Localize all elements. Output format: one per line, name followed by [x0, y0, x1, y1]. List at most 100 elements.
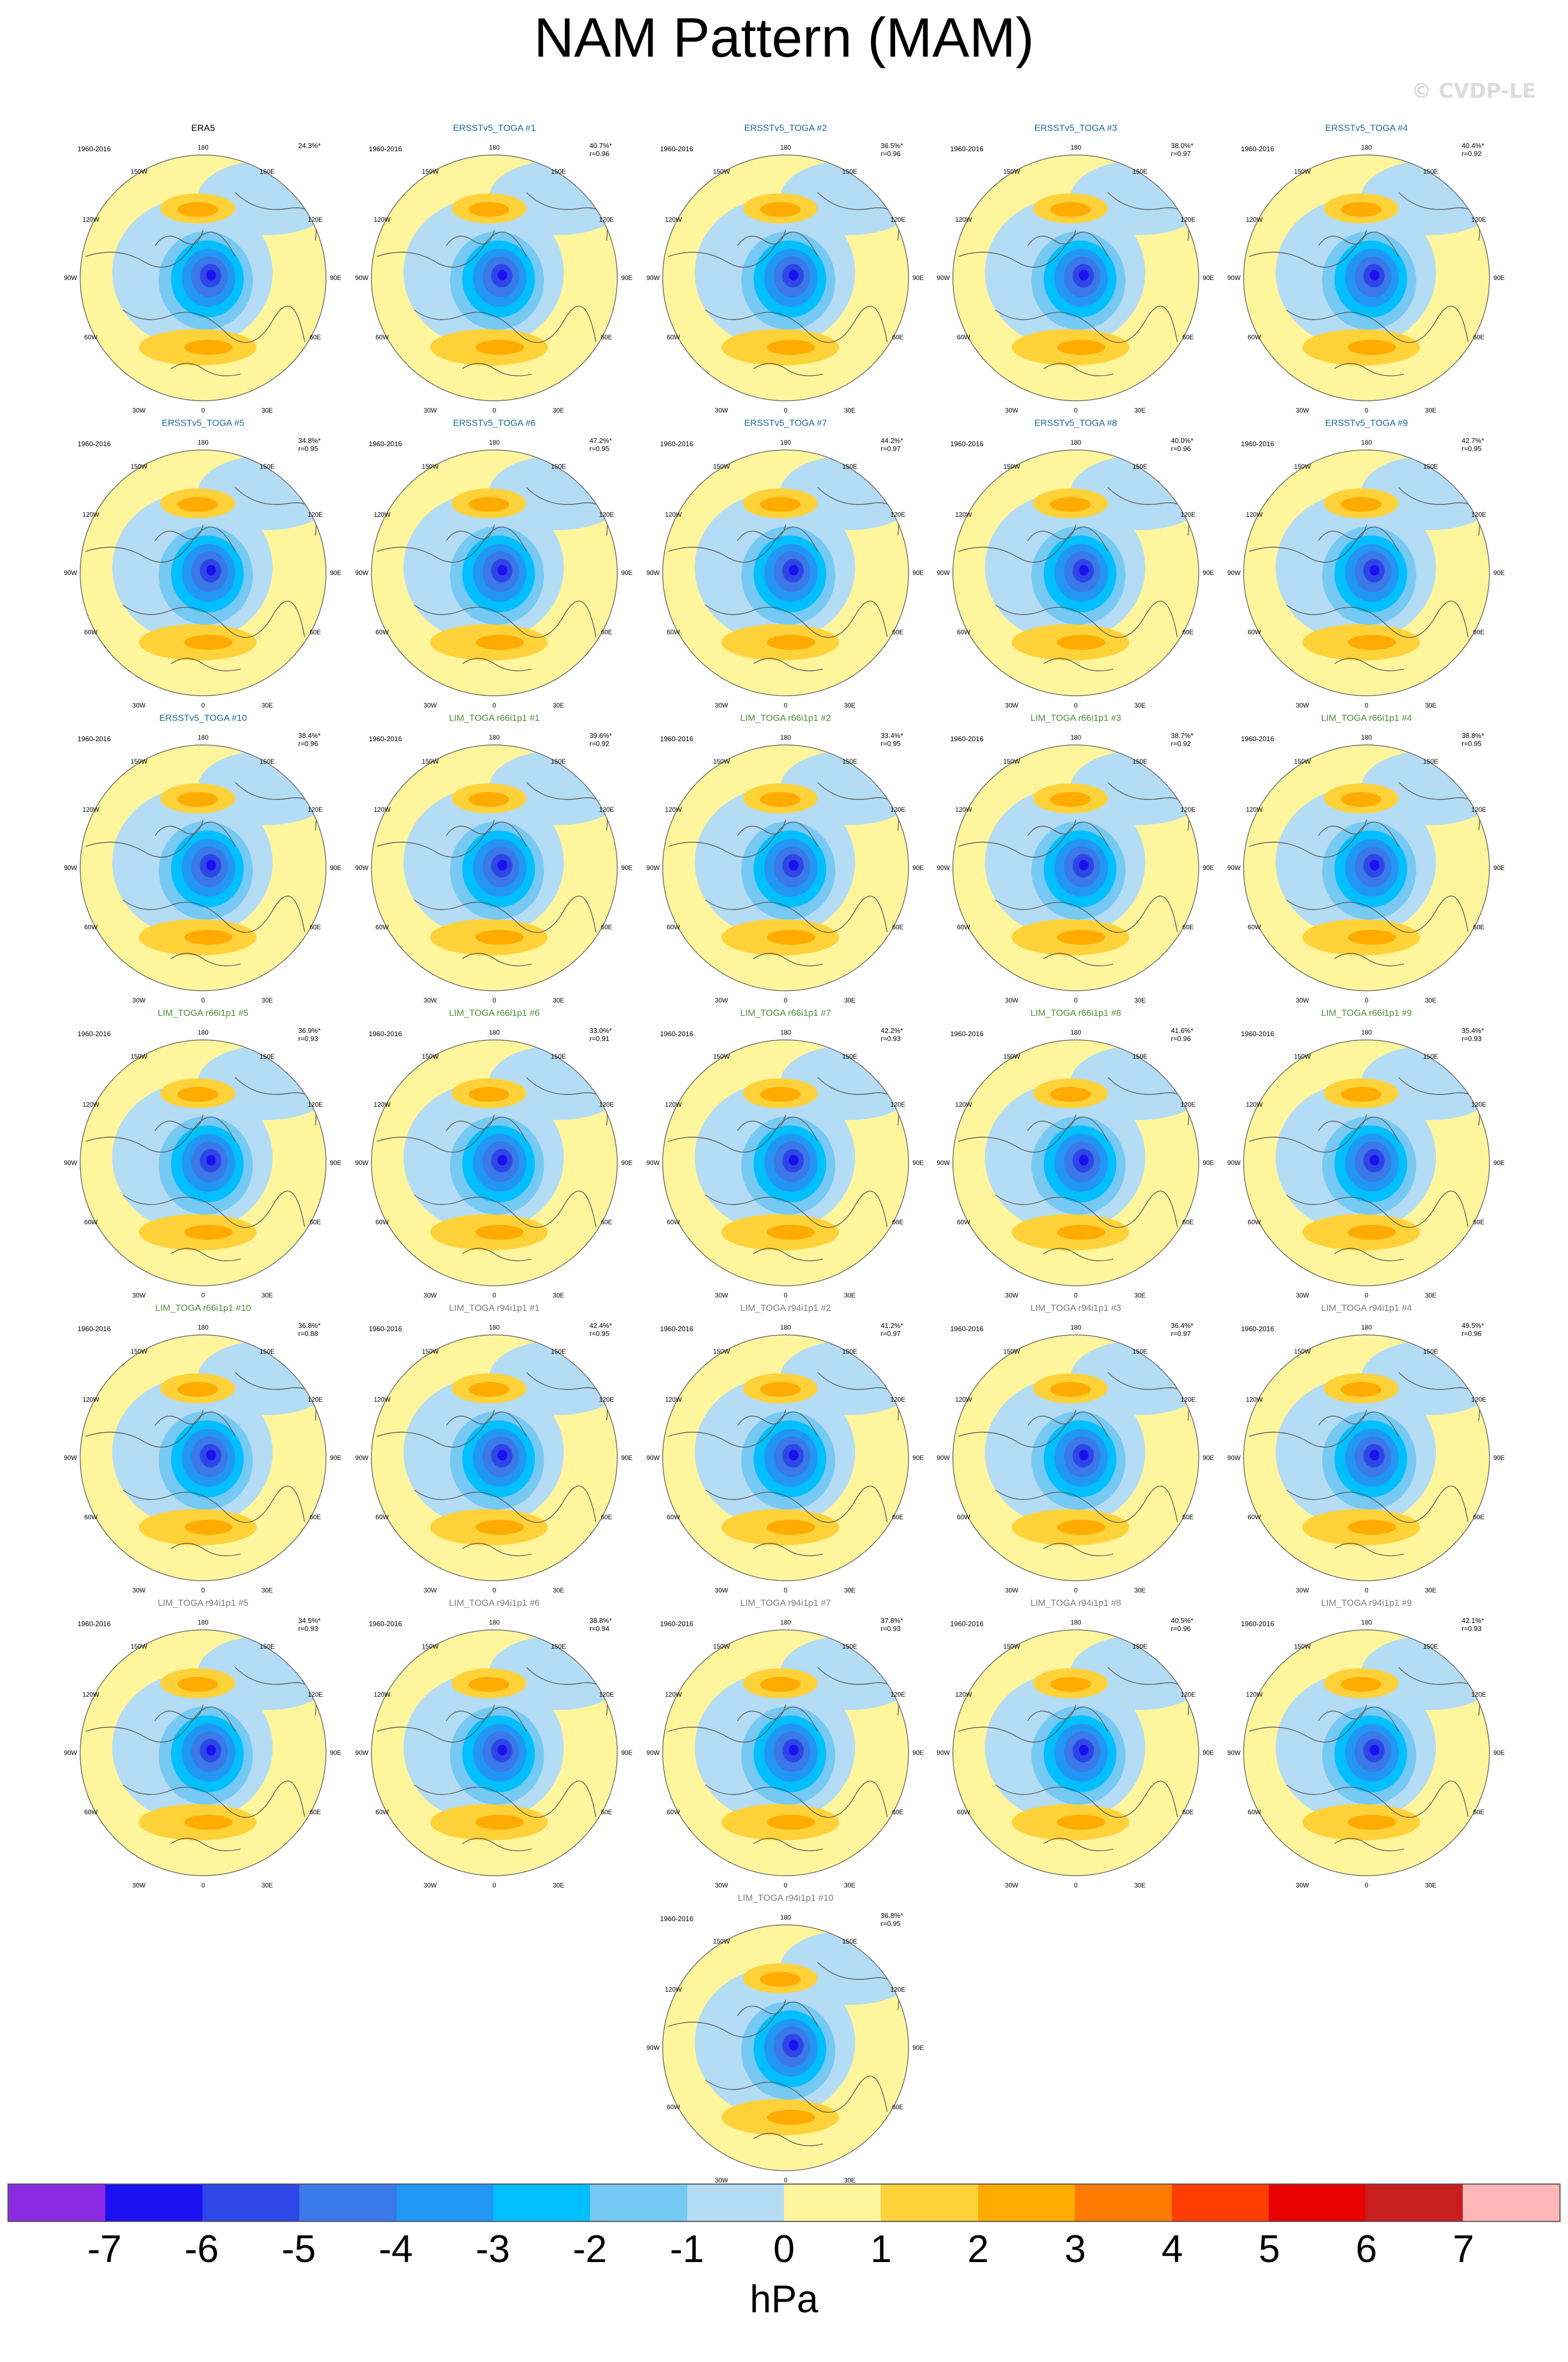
longitude-label: 60W: [1248, 923, 1261, 931]
map-field: [663, 1040, 909, 1286]
longitude-label: 30E: [1134, 407, 1145, 414]
longitude-label: 120E: [308, 1101, 323, 1108]
longitude-label: 120E: [890, 511, 905, 518]
colorbar-swatch: [9, 2185, 106, 2221]
panel-period: 1960-2016: [369, 735, 402, 743]
longitude-label: 30E: [553, 1587, 564, 1594]
longitude-label: 90E: [330, 569, 341, 577]
longitude-label: 120W: [82, 1101, 99, 1108]
longitude-label: 60E: [1473, 628, 1484, 636]
panel-title: LIM_TOGA r94i1p1 #10: [738, 1893, 833, 1903]
longitude-label: 90W: [647, 1159, 660, 1167]
map-panel: ERA5 1960-2016 24.3%* 180 150W 150E 120W 120E 90…: [64, 123, 341, 414]
longitude-label: 120W: [1246, 1396, 1263, 1403]
panel-variance-pct: 38.7%*: [1171, 732, 1193, 740]
longitude-label: 60W: [957, 628, 971, 636]
colorbar-tick-label: -1: [670, 2228, 704, 2271]
longitude-label: 120W: [1246, 1691, 1263, 1698]
map-panel: LIM_TOGA r94i1p1 #5 1960-2016 34.5%*r=0.93…: [64, 1598, 341, 1889]
longitude-label: 180: [780, 1029, 791, 1036]
longitude-label: 0: [1365, 702, 1369, 709]
longitude-label: 60E: [601, 923, 612, 931]
longitude-label: 180: [1361, 439, 1372, 446]
panel-pattern-correlation: r=0.93: [298, 1625, 318, 1633]
colorbar-swatch: [1462, 2185, 1559, 2221]
longitude-label: 0: [784, 2177, 788, 2184]
panel-title: LIM_TOGA r94i1p1 #5: [158, 1598, 249, 1608]
panel-variance-pct: 36.4%*: [1171, 1322, 1193, 1330]
longitude-label: 180: [1070, 734, 1081, 741]
longitude-label: 60W: [957, 1513, 971, 1521]
panel-variance-pct: 42.2%*: [881, 1027, 903, 1035]
longitude-label: 60E: [892, 628, 903, 636]
longitude-label: 0: [1365, 997, 1369, 1004]
longitude-label: 120E: [1471, 511, 1486, 518]
map-field: [953, 1335, 1199, 1581]
longitude-label: 30W: [715, 407, 728, 414]
longitude-label: 120W: [374, 216, 391, 223]
longitude-label: 180: [780, 1619, 791, 1626]
longitude-label: 120W: [374, 1691, 391, 1698]
panel-pattern-correlation: r=0.93: [881, 1035, 901, 1043]
longitude-label: 60E: [1473, 1218, 1484, 1226]
longitude-label: 60E: [892, 2103, 903, 2111]
coastlines: [667, 782, 899, 967]
colorbar-swatch: [396, 2185, 493, 2221]
panel-period: 1960-2016: [1241, 1030, 1274, 1038]
panel-title: LIM_TOGA r66i1p1 #1: [449, 713, 540, 723]
panel-pattern-correlation: r=0.92: [1462, 150, 1481, 158]
longitude-label: 90W: [647, 864, 660, 872]
longitude-label: 60E: [309, 1218, 321, 1226]
longitude-label: 30E: [1134, 1292, 1145, 1299]
panel-title: LIM_TOGA r94i1p1 #2: [740, 1303, 831, 1313]
map-panel: LIM_TOGA r94i1p1 #6 1960-2016 38.8%*r=0.94…: [355, 1598, 633, 1889]
map-panel: LIM_TOGA r94i1p1 #4 1960-2016 49.5%*r=0.96…: [1228, 1303, 1505, 1594]
longitude-label: 150W: [713, 168, 730, 175]
longitude-label: 180: [198, 1324, 208, 1331]
longitude-label: 30E: [844, 1292, 855, 1299]
longitude-label: 0: [493, 407, 496, 414]
longitude-label: 180: [1361, 734, 1372, 741]
map-panel: ERSSTv5_TOGA #4 1960-2016 40.4%*r=0.92 180 1…: [1228, 123, 1505, 414]
panel-title: LIM_TOGA r94i1p1 #1: [449, 1303, 540, 1313]
longitude-label: 30W: [1296, 997, 1309, 1004]
longitude-label: 120E: [1181, 511, 1196, 518]
longitude-label: 120W: [374, 806, 391, 813]
panel-pattern-correlation: r=0.95: [589, 445, 609, 453]
longitude-label: 30W: [1296, 407, 1309, 414]
map-panel: ERSSTv5_TOGA #9 1960-2016 42.7%*r=0.95 180 1…: [1228, 418, 1505, 709]
longitude-label: 150W: [1294, 168, 1311, 175]
longitude-label: 150W: [130, 1643, 148, 1650]
longitude-label: 150W: [422, 758, 439, 765]
map-field: [371, 1630, 617, 1876]
panel-variance-pct: 38.8%*: [1462, 732, 1484, 740]
panel-pattern-correlation: r=0.97: [1171, 1330, 1191, 1338]
longitude-label: 60E: [892, 1218, 903, 1226]
longitude-label: 30W: [133, 702, 146, 709]
longitude-label: 30E: [1425, 407, 1436, 414]
longitude-label: 150W: [130, 463, 148, 470]
longitude-label: 60W: [1248, 1808, 1261, 1816]
panel-title: LIM_TOGA r66i1p1 #10: [155, 1303, 251, 1313]
longitude-label: 90W: [64, 1454, 77, 1462]
longitude-label: 60E: [1473, 1513, 1484, 1521]
longitude-label: 30E: [1425, 1882, 1436, 1889]
longitude-label: 150E: [1423, 758, 1438, 765]
longitude-label: 60W: [667, 1218, 680, 1226]
map-panel: LIM_TOGA r66i1p1 #4 1960-2016 38.8%*r=0.95…: [1228, 713, 1505, 1004]
panel-pattern-correlation: r=0.95: [1462, 740, 1481, 748]
map-field: [80, 745, 326, 991]
longitude-label: 90W: [647, 274, 660, 282]
longitude-label: 120W: [374, 1101, 391, 1108]
map-panel: LIM_TOGA r66i1p1 #1 1960-2016 39.6%*r=0.92…: [355, 713, 633, 1004]
panel-title: ERSSTv5_TOGA #2: [744, 123, 827, 133]
longitude-label: 120E: [308, 511, 323, 518]
longitude-label: 90W: [937, 1749, 950, 1757]
panel-pattern-correlation: r=0.97: [881, 445, 901, 453]
longitude-label: 150E: [1132, 463, 1147, 470]
longitude-label: 120W: [82, 511, 99, 518]
longitude-label: 90W: [1228, 1454, 1241, 1462]
longitude-label: 120E: [1471, 1101, 1486, 1108]
longitude-label: 150W: [1003, 758, 1020, 765]
longitude-label: 30E: [553, 997, 564, 1004]
